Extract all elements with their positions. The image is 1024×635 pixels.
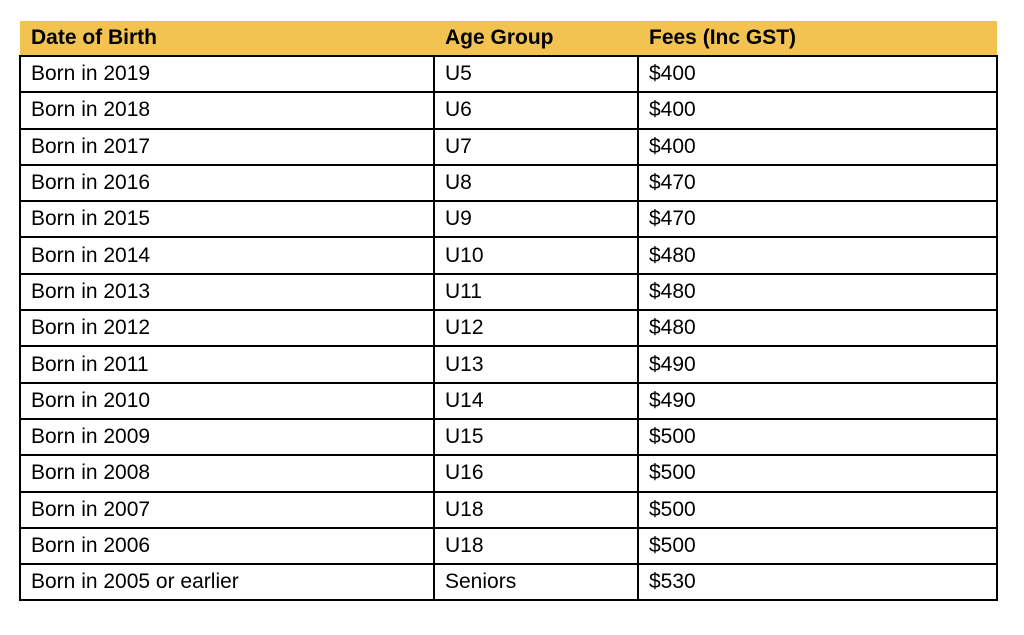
header-date-of-birth: Date of Birth xyxy=(20,21,434,56)
cell-fees: $400 xyxy=(637,91,998,130)
cell-date-of-birth: Born in 2015 xyxy=(19,200,435,239)
header-fees: Fees (Inc GST) xyxy=(638,21,997,56)
cell-fees: $490 xyxy=(637,345,998,384)
cell-date-of-birth: Born in 2014 xyxy=(19,236,435,275)
table-row: Born in 2014 U10 $480 xyxy=(19,236,998,275)
table-row: Born in 2008 U16 $500 xyxy=(19,454,998,493)
table-row: Born in 2005 or earlier Seniors $530 xyxy=(19,563,998,602)
cell-age-group: U18 xyxy=(433,526,639,566)
cell-age-group: U6 xyxy=(433,91,639,130)
cell-age-group: U11 xyxy=(433,272,639,312)
cell-age-group: U12 xyxy=(433,309,639,348)
cell-age-group: U13 xyxy=(433,345,639,384)
cell-date-of-birth: Born in 2006 xyxy=(19,526,435,566)
cell-date-of-birth: Born in 2012 xyxy=(19,309,435,348)
table-row: Born in 2016 U8 $470 xyxy=(19,163,998,203)
table-row: Born in 2007 U18 $500 xyxy=(19,490,998,529)
cell-age-group: U9 xyxy=(433,200,639,239)
cell-age-group: U5 xyxy=(433,54,639,94)
cell-fees: $500 xyxy=(637,417,998,457)
cell-age-group: Seniors xyxy=(433,563,639,602)
fees-table: Date of Birth Age Group Fees (Inc GST) B… xyxy=(19,21,998,602)
cell-date-of-birth: Born in 2019 xyxy=(19,54,435,94)
cell-date-of-birth: Born in 2017 xyxy=(19,127,435,166)
table-row: Born in 2019 U5 $400 xyxy=(19,54,998,94)
cell-date-of-birth: Born in 2010 xyxy=(19,381,435,420)
cell-age-group: U10 xyxy=(433,236,639,275)
cell-date-of-birth: Born in 2018 xyxy=(19,91,435,130)
table-row: Born in 2018 U6 $400 xyxy=(19,91,998,130)
cell-age-group: U15 xyxy=(433,417,639,457)
cell-fees: $480 xyxy=(637,236,998,275)
table-row: Born in 2011 U13 $490 xyxy=(19,345,998,384)
cell-fees: $400 xyxy=(637,127,998,166)
table-row: Born in 2006 U18 $500 xyxy=(19,526,998,566)
table-row: Born in 2009 U15 $500 xyxy=(19,417,998,457)
header-age-group: Age Group xyxy=(434,21,638,56)
cell-fees: $500 xyxy=(637,526,998,566)
cell-fees: $470 xyxy=(637,163,998,203)
cell-age-group: U14 xyxy=(433,381,639,420)
cell-fees: $470 xyxy=(637,200,998,239)
cell-date-of-birth: Born in 2005 or earlier xyxy=(19,563,435,602)
cell-age-group: U18 xyxy=(433,490,639,529)
table-row: Born in 2013 U11 $480 xyxy=(19,272,998,312)
cell-date-of-birth: Born in 2008 xyxy=(19,454,435,493)
cell-date-of-birth: Born in 2007 xyxy=(19,490,435,529)
cell-age-group: U16 xyxy=(433,454,639,493)
cell-fees: $480 xyxy=(637,272,998,312)
cell-date-of-birth: Born in 2013 xyxy=(19,272,435,312)
table-row: Born in 2010 U14 $490 xyxy=(19,381,998,420)
cell-fees: $490 xyxy=(637,381,998,420)
cell-fees: $530 xyxy=(637,563,998,602)
table-row: Born in 2017 U7 $400 xyxy=(19,127,998,166)
cell-age-group: U8 xyxy=(433,163,639,203)
cell-fees: $400 xyxy=(637,54,998,94)
cell-fees: $500 xyxy=(637,490,998,529)
table-row: Born in 2015 U9 $470 xyxy=(19,200,998,239)
header-row: Date of Birth Age Group Fees (Inc GST) xyxy=(20,21,997,56)
cell-date-of-birth: Born in 2016 xyxy=(19,163,435,203)
table-row: Born in 2012 U12 $480 xyxy=(19,309,998,348)
cell-date-of-birth: Born in 2009 xyxy=(19,417,435,457)
cell-date-of-birth: Born in 2011 xyxy=(19,345,435,384)
cell-age-group: U7 xyxy=(433,127,639,166)
fees-table-container: Date of Birth Age Group Fees (Inc GST) B… xyxy=(19,21,998,602)
cell-fees: $480 xyxy=(637,309,998,348)
cell-fees: $500 xyxy=(637,454,998,493)
